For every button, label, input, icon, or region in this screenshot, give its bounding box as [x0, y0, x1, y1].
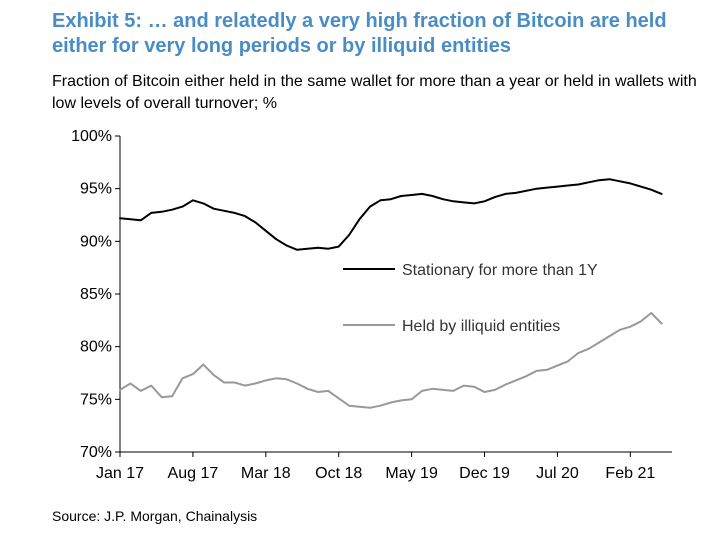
y-tick-label: 80% — [80, 339, 112, 356]
x-tick-label: Jul 20 — [536, 465, 579, 482]
series-line-stationary — [119, 178, 663, 251]
series-line-illiquid — [119, 312, 663, 409]
source-note: Source: J.P. Morgan, Chainalysis — [52, 508, 258, 524]
x-tick-label: Aug 17 — [168, 465, 219, 482]
x-axis-ticks: Jan 17 Aug 17 Mar 18 Oct 18 May 19 Dec 19 Jul … — [96, 452, 655, 482]
legend-label-stationary: Stationary for more than 1Y — [402, 262, 598, 279]
y-tick-label: 100% — [71, 128, 112, 145]
x-tick-label: Oct 18 — [315, 465, 362, 482]
y-tick-label: 75% — [80, 391, 112, 408]
x-tick-label: Jan 17 — [96, 465, 144, 482]
y-axis-ticks: 100% 95% 90% 85% 80% 75% 70% — [71, 128, 120, 461]
x-tick-label: Dec 19 — [459, 465, 510, 482]
x-tick-label: Feb 21 — [605, 465, 655, 482]
y-tick-label: 85% — [80, 286, 112, 303]
chart-legend: Stationary for more than 1Y Held by illiq… — [343, 262, 598, 335]
legend-label-illiquid: Held by illiquid entities — [402, 318, 560, 335]
x-tick-label: Mar 18 — [241, 465, 291, 482]
chart-title: Exhibit 5: … and relatedly a very high f… — [52, 10, 667, 57]
y-tick-label: 70% — [80, 444, 112, 461]
chart-axes — [119, 136, 672, 453]
y-tick-label: 95% — [80, 181, 112, 198]
x-tick-label: May 19 — [385, 465, 438, 482]
series-lines — [119, 178, 663, 409]
y-tick-label: 90% — [80, 233, 112, 250]
chart-subtitle: Fraction of Bitcoin either held in the s… — [52, 73, 697, 112]
